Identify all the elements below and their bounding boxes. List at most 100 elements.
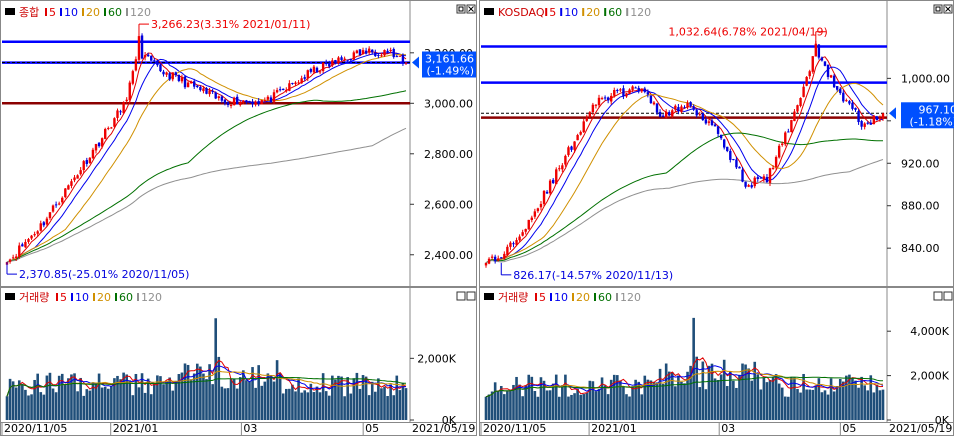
candle-body [708,121,710,122]
candle-body [21,244,23,246]
candle-body [644,89,646,92]
volume-bar [506,391,509,420]
candle-body [325,63,327,64]
volume-bar [537,397,540,420]
candle-body [750,185,752,187]
candle-body [772,168,774,169]
volume-bar [303,390,306,420]
candle-body [233,98,235,105]
candle-body [757,177,759,179]
candle-body [549,181,551,194]
candle-body [147,55,149,57]
candle-body [288,83,290,91]
candle-body [579,132,581,135]
last-price-change: (-1.18%) [910,115,954,128]
volume-bar [561,385,564,420]
candle-body [637,88,639,92]
x-axis-strip [480,423,954,436]
volume-bar [723,360,726,420]
volume-bar [211,384,214,420]
candle-body [564,156,566,165]
candle-body [802,87,804,97]
volume-bar [260,386,263,420]
candle-body [738,167,740,169]
candle-body [221,96,223,100]
ma-swatch [582,8,584,16]
volume-bar [879,390,882,420]
candle-body [573,141,575,149]
candle-body [64,188,66,197]
close-icon-volume[interactable] [944,292,952,300]
ma-swatch [82,8,84,16]
volume-bar [147,379,150,420]
volume-bar [796,389,799,420]
candle-body [543,191,545,204]
volume-bar [171,391,174,420]
volume-bar [196,364,199,420]
volume-bar [827,395,830,420]
volume-bar [86,389,89,420]
candle-body [732,159,734,160]
candle-body [570,147,572,150]
candle-body [836,86,838,90]
price-legend-marker [484,8,494,15]
candle-body [873,115,875,124]
candle-body [113,118,115,127]
candle-body [796,105,798,111]
candle-body [769,168,771,183]
restore-icon[interactable] [457,5,465,13]
volume-bar [236,389,239,420]
x-axis-strip [1,423,477,436]
candle-body [763,176,765,179]
volume-bar [659,369,662,420]
candle-body [307,70,309,78]
ma-label-5: 5 [60,291,67,304]
price-tick-label: 1,000.00 [901,72,950,85]
volume-bar [306,392,309,420]
candle-body [58,203,60,204]
candle-body [285,90,287,91]
candle-body [488,259,490,264]
restore-icon[interactable] [934,5,942,13]
volume-bar [405,388,408,420]
ma-label-10: 10 [564,6,578,19]
volume-bar [781,388,784,420]
volume-bar [509,390,512,420]
volume-bar [325,391,328,420]
volume-bar [876,385,879,420]
candle-body [279,89,281,90]
price-tick-label: 2,800.00 [424,148,473,161]
volume-bar [592,381,595,420]
low-annotation: 826.17(-14.57% 2020/11/13) [513,269,673,282]
volume-bar [30,394,33,420]
restore-icon-volume[interactable] [934,292,942,300]
candle-body [12,257,14,258]
price-legend-name: 종합 [19,6,39,19]
ma-label-60: 60 [108,6,122,19]
volume-bar [101,388,104,420]
volume-bar [863,385,866,420]
candle-body [343,59,345,60]
volume-bar [585,393,588,420]
restore-icon-volume[interactable] [457,292,465,300]
close-icon-volume[interactable] [467,292,475,300]
candle-body [178,75,180,81]
candle-body [267,97,269,100]
price-legend-marker [5,8,15,15]
candle-body [245,100,247,102]
candle-body [821,58,823,61]
x-axis-label: 2020/11/05 [483,422,546,435]
volume-bar [811,390,814,420]
volume-bar [604,385,607,420]
candle-body [521,232,523,236]
volume-bar [39,392,42,420]
candle-body [202,88,204,91]
ma-swatch [45,8,47,16]
candle-body [224,100,226,104]
volume-bar [205,379,208,420]
volume-bar [365,377,368,420]
x-axis-label: 03 [243,422,257,435]
volume-bar [128,380,131,420]
ma-label-20: 20 [97,291,111,304]
